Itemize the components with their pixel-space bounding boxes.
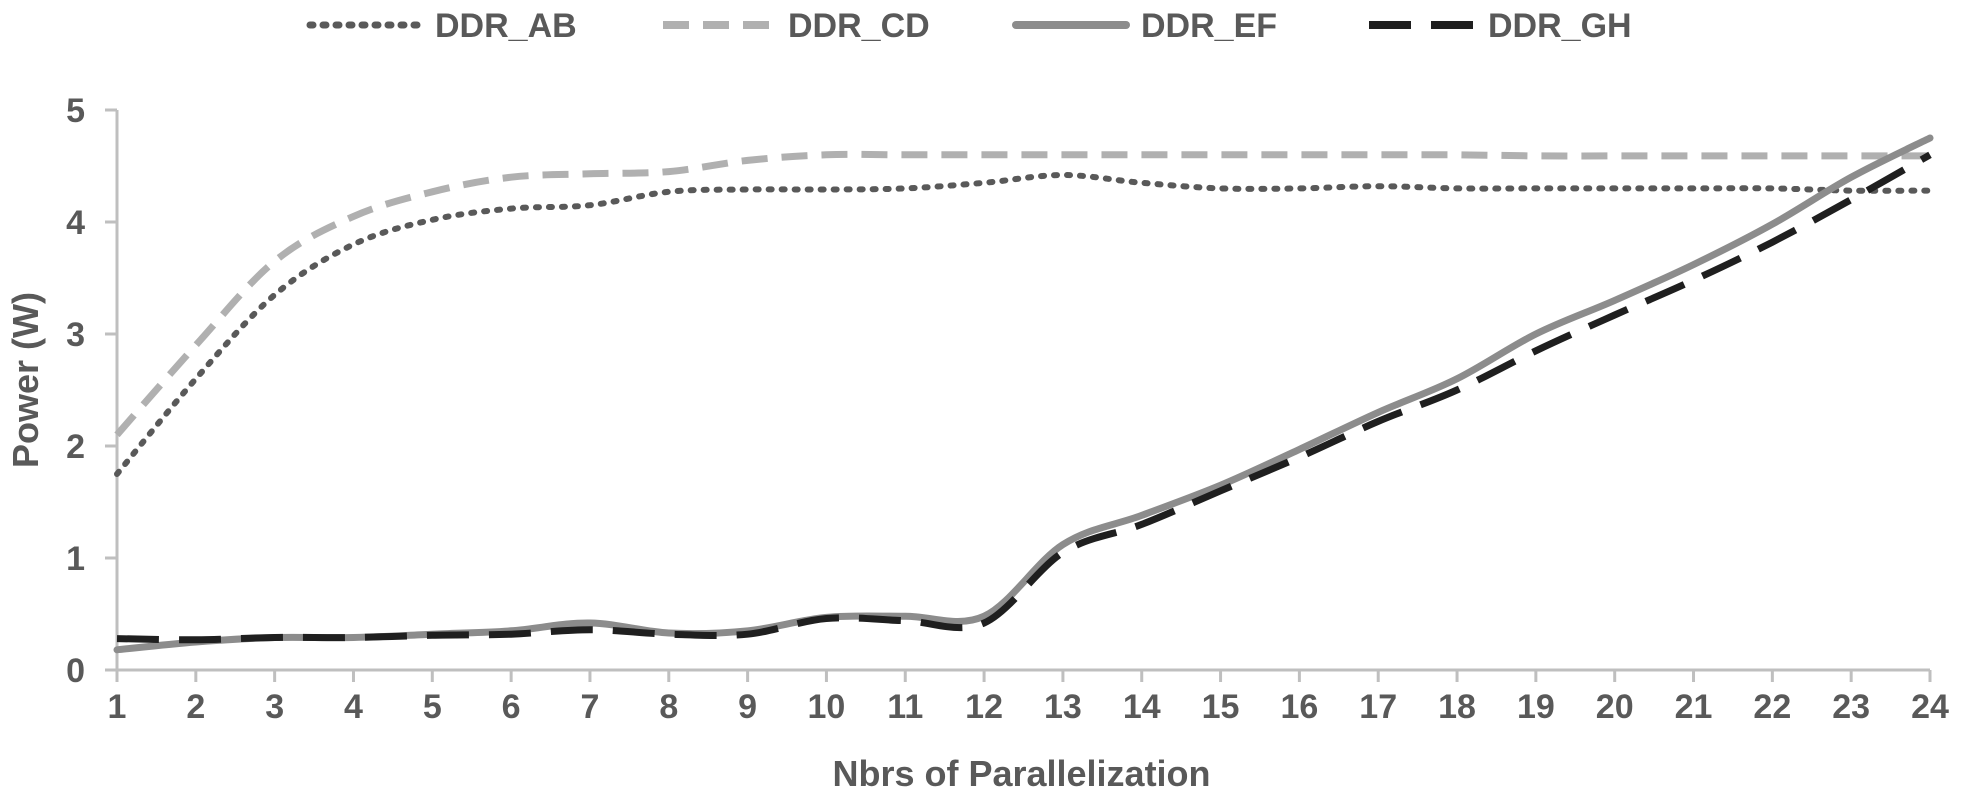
x-tick-label: 7 bbox=[580, 688, 599, 726]
y-axis-title: Power (W) bbox=[5, 292, 46, 468]
x-tick-label: 14 bbox=[1123, 688, 1161, 726]
x-tick-label: 18 bbox=[1438, 688, 1476, 726]
legend-label: DDR_CD bbox=[788, 7, 930, 45]
series-line-ddr-cd bbox=[114, 150, 1930, 438]
x-tick-label: 8 bbox=[659, 688, 678, 726]
legend-item-ddr-ab: DDR_AB bbox=[306, 7, 577, 45]
x-tick-label: 17 bbox=[1359, 688, 1397, 726]
series-line-ddr-ab bbox=[114, 172, 1933, 477]
x-axis-ticks: 1 2 3 4 5 6 7 8 9 10 11 12 13 14 15 16 17 18 19 20 21 22 23 24 bbox=[108, 670, 1949, 726]
x-tick-label: 9 bbox=[738, 688, 757, 726]
legend-item-ddr-gh: DDR_GH bbox=[1369, 7, 1632, 45]
y-tick-label: 5 bbox=[66, 92, 85, 130]
x-tick-label: 20 bbox=[1596, 688, 1634, 726]
legend-label: DDR_EF bbox=[1141, 7, 1277, 45]
legend-item-ddr-cd: DDR_CD bbox=[663, 7, 930, 45]
x-tick-label: 6 bbox=[502, 688, 521, 726]
y-tick-label: 2 bbox=[66, 428, 85, 466]
y-tick-label: 3 bbox=[66, 316, 85, 354]
series-line-ddr-gh bbox=[116, 151, 1932, 644]
x-tick-label: 23 bbox=[1832, 688, 1870, 726]
x-tick-label: 11 bbox=[887, 688, 923, 726]
x-tick-label: 1 bbox=[108, 688, 127, 726]
x-tick-label: 21 bbox=[1675, 688, 1713, 726]
y-tick-label: 1 bbox=[66, 540, 85, 578]
legend-label: DDR_GH bbox=[1488, 7, 1632, 45]
x-tick-label: 24 bbox=[1911, 688, 1949, 726]
x-tick-label: 16 bbox=[1280, 688, 1318, 726]
legend: DDR_AB DDR_CD DDR_EF DDR_GH bbox=[306, 7, 1632, 45]
y-tick-label: 0 bbox=[66, 652, 85, 690]
y-tick-label: 4 bbox=[66, 204, 85, 242]
legend-label: DDR_AB bbox=[435, 7, 577, 45]
x-tick-label: 4 bbox=[344, 688, 363, 726]
series-lines bbox=[113, 134, 1934, 654]
x-tick-label: 5 bbox=[423, 688, 442, 726]
series-line-ddr-ef bbox=[113, 134, 1934, 654]
x-tick-label: 3 bbox=[265, 688, 284, 726]
x-axis-title: Nbrs of Parallelization bbox=[832, 753, 1210, 794]
y-axis-ticks: 0 1 2 3 4 5 bbox=[66, 92, 117, 690]
legend-item-ddr-ef: DDR_EF bbox=[1012, 7, 1277, 45]
x-tick-label: 10 bbox=[808, 688, 846, 726]
x-tick-label: 15 bbox=[1202, 688, 1240, 726]
x-tick-label: 22 bbox=[1753, 688, 1791, 726]
x-tick-label: 12 bbox=[965, 688, 1003, 726]
x-tick-label: 19 bbox=[1517, 688, 1555, 726]
x-tick-label: 2 bbox=[186, 688, 205, 726]
x-tick-label: 13 bbox=[1044, 688, 1082, 726]
